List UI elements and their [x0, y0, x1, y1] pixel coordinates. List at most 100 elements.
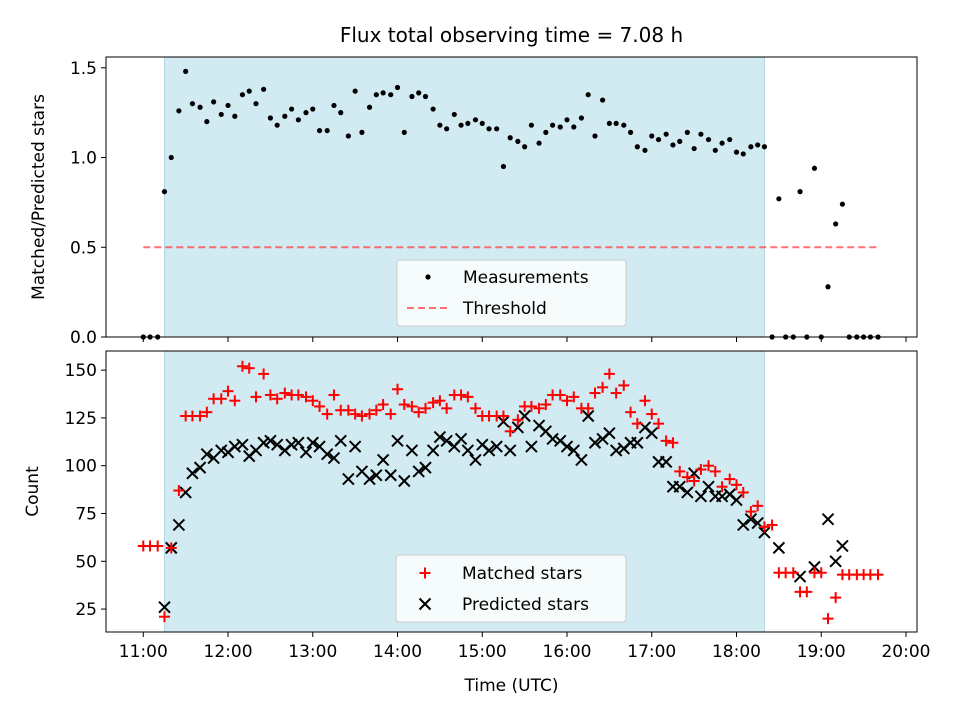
predicted-star-point: [681, 486, 694, 499]
measurement-point: [437, 122, 443, 128]
matched-star-point: [618, 379, 630, 391]
measurement-point: [528, 122, 535, 128]
predicted-star-point: [179, 486, 192, 499]
matched-star-point: [646, 408, 658, 420]
measurement-point: [479, 120, 485, 127]
measurement-point: [494, 126, 500, 132]
matched-star-point: [745, 506, 757, 518]
predicted-star-point: [603, 426, 616, 440]
predicted-star-point: [715, 490, 729, 503]
measurement-point: [811, 165, 818, 171]
measurement-point: [189, 101, 196, 107]
measurement-point: [500, 163, 507, 170]
matched-star-point: [258, 368, 270, 380]
measurement-point: [282, 113, 288, 119]
predicted-star-point: [158, 600, 171, 614]
legend-predicted-marker: [418, 597, 432, 611]
x-tick-label: 14:00: [373, 642, 422, 662]
matched-star-point: [709, 465, 721, 477]
measurement-point: [698, 131, 704, 137]
matched-star-point: [462, 391, 474, 403]
x-tick-label: 12:00: [204, 642, 253, 662]
measurement-point: [599, 97, 606, 103]
matched-star-point: [681, 471, 693, 483]
measurement-point: [352, 88, 358, 94]
matched-star-point: [660, 435, 672, 447]
measurement-point: [592, 133, 598, 139]
measurement-point: [833, 221, 839, 227]
measurement-point: [755, 142, 761, 148]
legend-plus-marker: [419, 567, 431, 579]
matched-star-point: [413, 406, 425, 418]
predicted-star-point: [270, 438, 284, 451]
matched-star-point: [370, 404, 382, 416]
matched-star-point: [525, 400, 537, 412]
measurement-point: [380, 90, 386, 96]
y-tick-label: 0.5: [70, 238, 97, 258]
predicted-star-point: [440, 434, 453, 448]
measurement-point: [359, 129, 365, 135]
predicted-star-point: [299, 446, 313, 459]
measurement-point: [225, 102, 231, 109]
matched-star-point: [872, 569, 884, 581]
y-tick-label: 25: [75, 600, 97, 620]
matched-star-point: [667, 437, 679, 449]
legend-matched-marker: [419, 567, 431, 579]
predicted-star-point: [433, 430, 447, 444]
measurement-point: [776, 196, 782, 202]
matched-star-point: [455, 389, 467, 401]
measurement-point: [515, 138, 521, 144]
predicted-star-point: [631, 436, 644, 449]
y-tick-label: 1.5: [70, 59, 97, 79]
measurement-point: [338, 110, 344, 116]
matched-star-point: [752, 500, 764, 512]
top-legend-box: [396, 259, 627, 327]
measurement-point: [345, 133, 351, 139]
predicted-star-point: [454, 432, 468, 446]
measurement-point: [719, 140, 725, 146]
y-tick-label: 150: [65, 361, 97, 381]
measurement-point: [373, 92, 379, 98]
predicted-star-point: [228, 440, 242, 453]
bottom-legend-box: [395, 554, 627, 623]
predicted-star-point: [694, 490, 708, 503]
measurement-point: [161, 189, 168, 195]
measurement-point: [627, 129, 634, 135]
predicted-star-point: [702, 480, 715, 493]
measurement-point: [267, 115, 274, 121]
bottom-y-axis-label: Count: [23, 466, 43, 517]
matched-stars-points: [137, 360, 884, 625]
predicted-star-point: [348, 440, 362, 453]
measurement-point: [430, 106, 436, 112]
matched-star-point: [554, 389, 566, 401]
predicted-star-point: [200, 448, 214, 461]
predicted-star-point: [186, 467, 199, 480]
matched-star-point: [568, 391, 580, 403]
measurement-point: [748, 144, 754, 150]
matched-star-point: [441, 402, 453, 414]
matched-star-point: [349, 408, 361, 420]
measurement-point: [472, 117, 479, 123]
matched-star-point: [165, 542, 177, 554]
x-tick-label: 18:00: [712, 642, 761, 662]
measurement-point: [451, 111, 457, 118]
measurement-point: [409, 93, 415, 100]
measurement-point: [183, 68, 189, 74]
predicted-star-point: [236, 438, 249, 451]
predicted-star-point: [821, 513, 835, 526]
predicted-star-point: [730, 493, 743, 507]
predicted-star-point: [426, 444, 440, 457]
predicted-star-point: [342, 472, 355, 486]
predicted-star-point: [659, 455, 673, 469]
predicted-star-point: [525, 440, 538, 453]
measurement-point: [691, 145, 697, 152]
predicted-star-point: [567, 444, 580, 457]
matched-star-point: [822, 613, 834, 625]
predicted-star-point: [645, 426, 658, 440]
matched-star-point: [264, 389, 276, 401]
matched-star-point: [716, 481, 728, 493]
matched-star-point: [434, 395, 446, 407]
measurement-point: [168, 154, 174, 161]
matched-star-point: [377, 399, 389, 411]
matched-star-point: [589, 387, 601, 399]
